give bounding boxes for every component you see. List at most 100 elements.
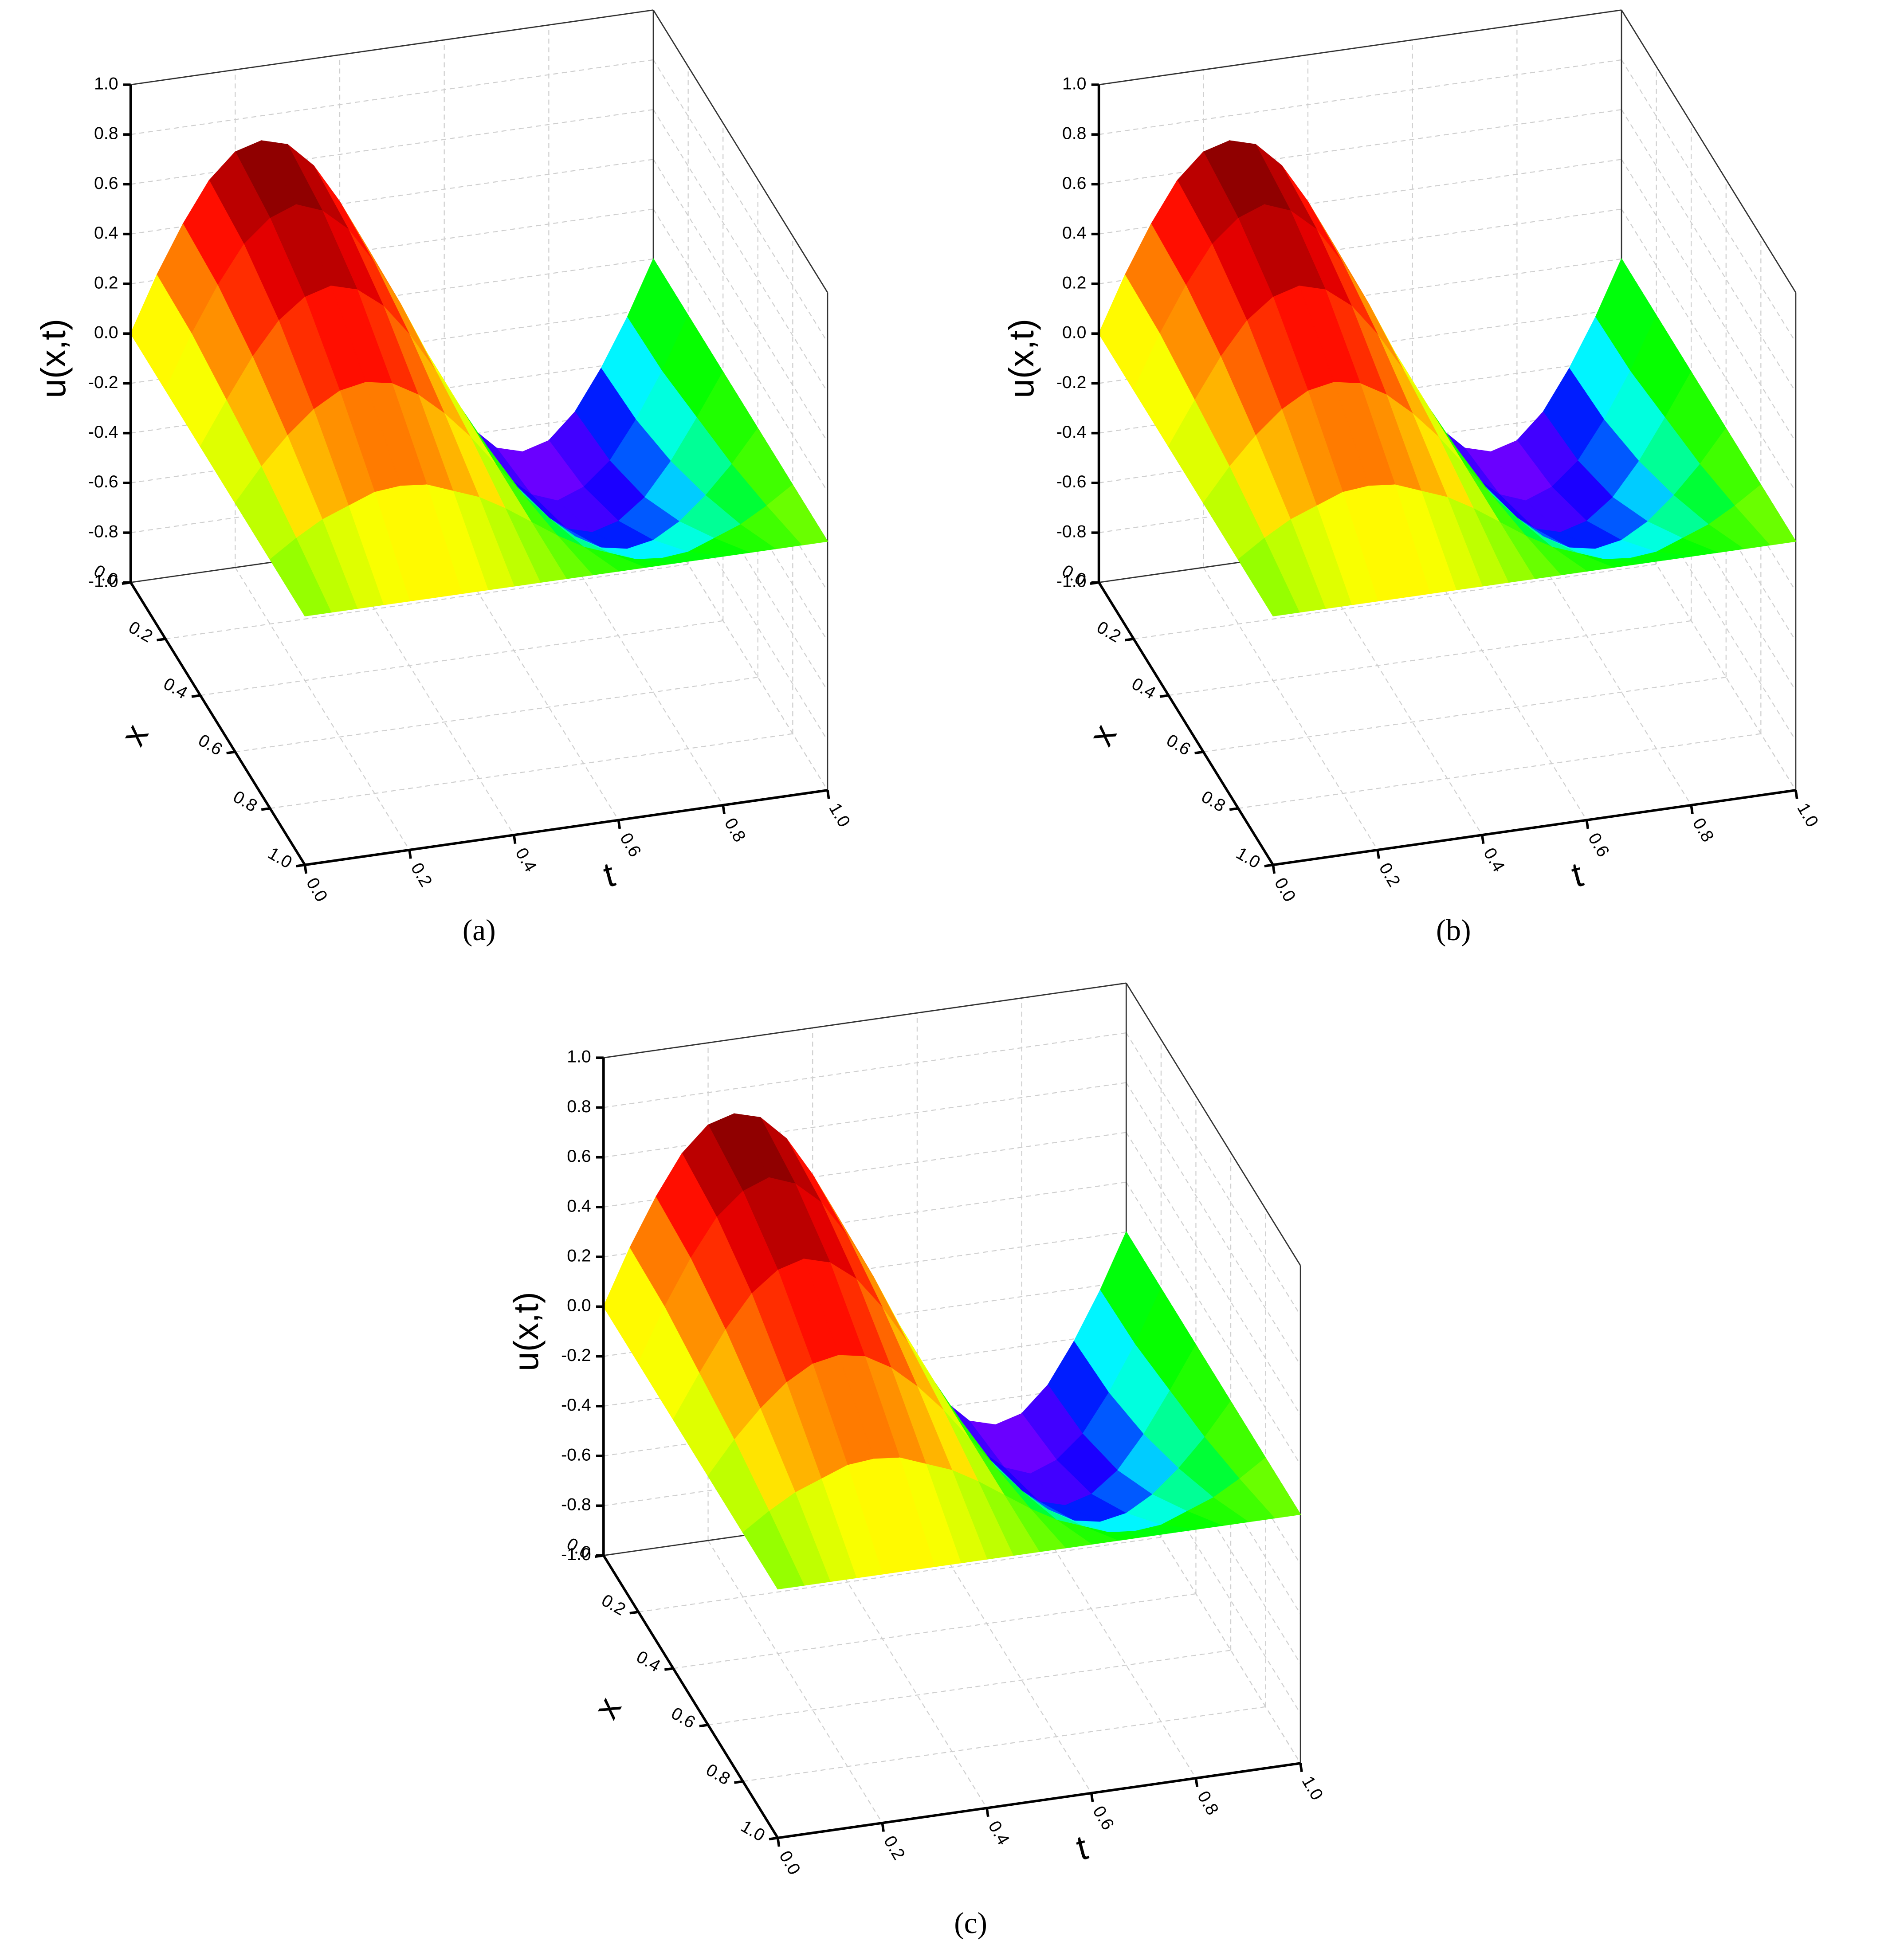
- grid-line: [673, 1593, 1196, 1669]
- x-tick-label: 0.4: [633, 1647, 663, 1676]
- z-tick-label: 0.0: [567, 1296, 591, 1315]
- t-tick-label: 0.0: [775, 1847, 804, 1878]
- z-tick-label: -0.8: [561, 1495, 591, 1514]
- t-tick-label: 1.0: [825, 800, 854, 830]
- tick-mark: [1481, 835, 1485, 844]
- t-tick-label: 0.6: [1584, 830, 1613, 860]
- t-tick-label: 0.4: [985, 1818, 1013, 1848]
- t-tick-label: 0.0: [302, 874, 331, 905]
- box-edge: [603, 982, 1127, 1059]
- grid-line: [653, 159, 828, 442]
- z-tick-label: 1.0: [1062, 74, 1087, 93]
- x-tick-label: 1.0: [265, 843, 295, 872]
- box-edge: [130, 9, 654, 86]
- tick-mark: [734, 1780, 743, 1784]
- box-edge: [1099, 9, 1622, 86]
- grid-line: [707, 1540, 883, 1823]
- panel-caption: (c): [954, 1906, 987, 1940]
- grid-line: [1126, 1032, 1301, 1316]
- t-axis: [777, 1762, 1301, 1839]
- panel-caption: (b): [1436, 914, 1471, 947]
- tick-mark: [226, 750, 236, 755]
- tick-mark: [769, 1836, 778, 1841]
- grid-line: [653, 209, 828, 492]
- tick-mark: [1794, 790, 1798, 799]
- x-tick-label: 1.0: [738, 1816, 768, 1845]
- t-axis-title: t: [1072, 1827, 1092, 1868]
- t-axis: [1273, 789, 1796, 867]
- grid-line: [130, 59, 654, 135]
- grid-line: [270, 733, 793, 809]
- tick-mark: [513, 835, 517, 844]
- z-tick-label: 0.4: [1062, 223, 1087, 243]
- box-edge: [652, 9, 828, 293]
- t-tick-label: 0.6: [1089, 1803, 1118, 1833]
- z-tick-label: -0.2: [88, 373, 118, 392]
- z-tick-label: -1.0: [1056, 572, 1087, 591]
- z-tick-label: 1.0: [567, 1047, 591, 1067]
- tick-mark: [1690, 805, 1694, 814]
- z-tick-label: 0.6: [1062, 173, 1087, 193]
- grid-line: [165, 564, 688, 639]
- z-tick-label: -0.2: [1056, 373, 1087, 392]
- tick-mark: [985, 1808, 989, 1817]
- tick-mark: [1090, 1793, 1094, 1802]
- z-tick-label: 0.4: [567, 1196, 591, 1216]
- x-tick-label: 0.6: [195, 730, 226, 759]
- z-tick-label: -1.0: [561, 1545, 591, 1564]
- x-axis-title: x: [1081, 718, 1124, 752]
- surface-cell: [742, 1510, 805, 1590]
- tick-mark: [776, 1838, 781, 1847]
- surface: [603, 1113, 1301, 1590]
- grid-line: [638, 1537, 1162, 1613]
- tick-mark: [408, 850, 412, 859]
- z-tick-label: -0.4: [1056, 422, 1087, 442]
- grid-line: [1621, 209, 1796, 492]
- z-tick-label: -1.0: [88, 572, 118, 591]
- grid-line: [1621, 109, 1796, 392]
- grid-line: [130, 109, 654, 185]
- tick-mark: [1376, 850, 1380, 859]
- surface-cell: [1237, 537, 1300, 617]
- t-tick-label: 1.0: [1298, 1772, 1327, 1803]
- grid-line: [1203, 677, 1726, 753]
- grid-line: [1238, 733, 1761, 809]
- grid-line: [1168, 620, 1692, 696]
- grid-line: [742, 1706, 1266, 1782]
- grid-line: [1621, 159, 1796, 442]
- z-tick-label: -0.2: [561, 1345, 591, 1365]
- x-tick-label: 1.0: [1233, 843, 1264, 872]
- tick-mark: [1299, 1763, 1303, 1772]
- z-tick-label: 0.8: [94, 124, 118, 143]
- x-tick-label: 0.6: [668, 1703, 699, 1732]
- tick-mark: [261, 807, 271, 811]
- z-tick-label: 0.0: [1062, 323, 1087, 342]
- z-axis-title: u(x,t): [506, 1292, 546, 1371]
- tick-mark: [699, 1723, 708, 1728]
- tick-mark: [881, 1823, 885, 1832]
- grid-line: [235, 567, 410, 851]
- tick-mark: [191, 694, 201, 698]
- x-axis: [602, 1555, 779, 1839]
- t-tick-label: 0.4: [511, 844, 540, 875]
- panel-caption: (a): [463, 914, 496, 947]
- z-tick-label: 0.0: [94, 323, 118, 342]
- surface: [130, 140, 828, 617]
- z-tick-label: 1.0: [94, 74, 118, 93]
- z-tick-label: -0.8: [1056, 522, 1087, 541]
- tick-mark: [1125, 637, 1134, 642]
- surface: [1098, 140, 1797, 617]
- x-tick-label: 0.8: [230, 787, 260, 816]
- tick-mark: [157, 637, 166, 642]
- tick-mark: [1090, 581, 1099, 585]
- tick-mark: [722, 805, 726, 814]
- grid-line: [653, 109, 828, 392]
- x-tick-label: 0.6: [1163, 730, 1194, 759]
- grid-line: [603, 1032, 1127, 1108]
- tick-mark: [1264, 863, 1273, 867]
- z-tick-label: -0.6: [88, 472, 118, 491]
- t-axis-title: t: [599, 855, 619, 895]
- z-tick-label: -0.4: [88, 422, 118, 442]
